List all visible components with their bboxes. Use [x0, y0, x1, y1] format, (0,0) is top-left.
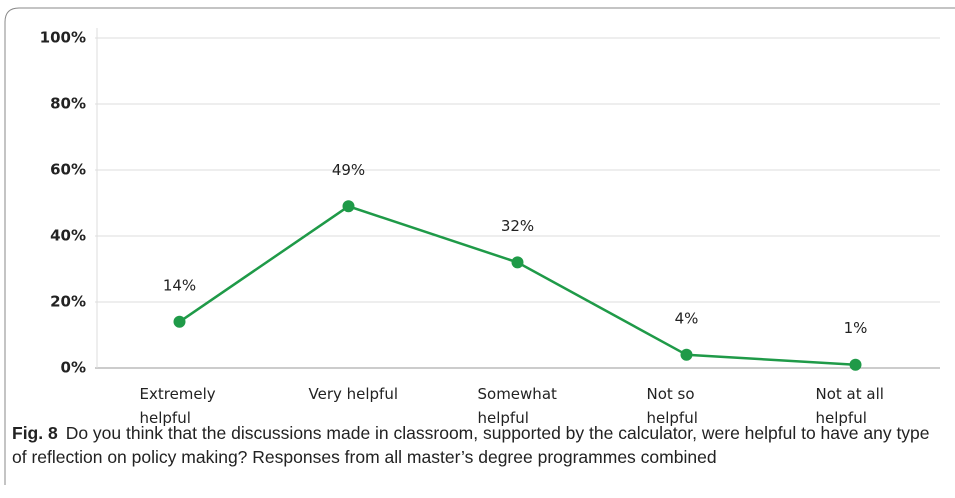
y-tick-label: 20%	[50, 293, 86, 311]
x-tick-label: Very helpful	[309, 385, 399, 403]
y-tick-label: 100%	[40, 29, 86, 47]
point	[173, 315, 186, 328]
data-label: 1%	[844, 319, 868, 337]
y-tick-label: 0%	[61, 359, 86, 377]
caption-label: Fig. 8	[12, 423, 58, 443]
frame	[4, 7, 955, 485]
caption-text: Do you think that the discussions made i…	[12, 423, 930, 467]
point	[680, 348, 693, 361]
point	[342, 200, 355, 213]
x-tick-label: Not at all helpful	[816, 385, 884, 427]
data-label: 14%	[163, 276, 196, 294]
point	[849, 358, 862, 371]
x-tick-label: Extremely helpful	[140, 385, 216, 427]
data-label: 4%	[675, 309, 699, 327]
y-tick-label: 60%	[50, 161, 86, 179]
point	[511, 256, 524, 269]
data-label: 49%	[332, 161, 365, 179]
y-tick-label: 40%	[50, 227, 86, 245]
x-tick-label: Somewhat helpful	[478, 385, 558, 427]
caption: Fig. 8 Do you think that the discussions …	[12, 421, 932, 469]
data-label: 32%	[501, 217, 534, 235]
y-tick-label: 80%	[50, 95, 86, 113]
x-tick-label: Not so helpful	[647, 385, 698, 427]
